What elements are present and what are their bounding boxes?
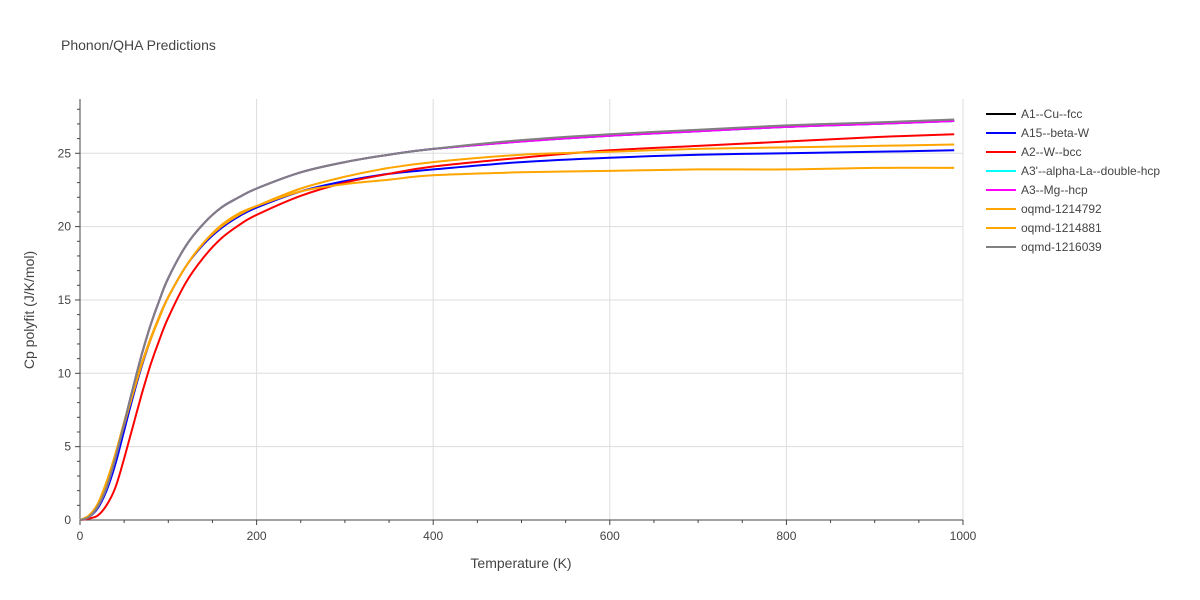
chart-title: Phonon/QHA Predictions [61, 37, 216, 53]
y-tick-label: 20 [58, 220, 72, 234]
x-tick-label: 0 [77, 529, 84, 543]
y-tick-label: 0 [64, 513, 71, 527]
legend-item[interactable]: oqmd-1216039 [986, 240, 1102, 254]
legend-label: oqmd-1214792 [1021, 202, 1102, 216]
series-line-oqmd-1214881 [79, 166, 955, 521]
legend-item[interactable]: oqmd-1214881 [986, 221, 1102, 235]
x-tick-label: 1000 [950, 529, 977, 543]
x-tick-label: 200 [247, 529, 267, 543]
series-line-A3--Mg--hcp [79, 120, 955, 521]
legend-label: oqmd-1214881 [1021, 221, 1102, 235]
series-line-A1--Cu--fcc [79, 120, 955, 521]
legend-label: A2--W--bcc [1021, 145, 1081, 159]
y-tick-label: 15 [58, 293, 72, 307]
axes [75, 99, 964, 525]
legend-label: A3'--alpha-La--double-hcp [1021, 164, 1160, 178]
series-line-A3'--alpha-La--double-hcp [79, 120, 955, 521]
series-line-oqmd-1214792 [79, 143, 955, 521]
x-axis-title: Temperature (K) [470, 555, 571, 571]
legend-label: A1--Cu--fcc [1021, 107, 1082, 121]
series-line-oqmd-1216039 [79, 118, 955, 521]
legend-item[interactable]: A15--beta-W [986, 126, 1090, 140]
legend-item[interactable]: A3--Mg--hcp [986, 183, 1088, 197]
legend-label: A15--beta-W [1021, 126, 1090, 140]
legend-item[interactable]: A1--Cu--fcc [986, 107, 1082, 121]
legend: A1--Cu--fcc A15--beta-W A2--W--bcc A3'--alp… [986, 107, 1160, 254]
y-tick-label: 25 [58, 146, 72, 160]
x-tick-label: 800 [776, 529, 796, 543]
y-tick-label: 10 [58, 366, 72, 380]
legend-label: A3--Mg--hcp [1021, 183, 1088, 197]
legend-item[interactable]: A3'--alpha-La--double-hcp [986, 164, 1160, 178]
y-tick-label: 5 [64, 440, 71, 454]
legend-item[interactable]: oqmd-1214792 [986, 202, 1102, 216]
x-tick-label: 600 [600, 529, 620, 543]
legend-label: oqmd-1216039 [1021, 240, 1102, 254]
series-line-A15--beta-W [79, 149, 955, 521]
legend-item[interactable]: A2--W--bcc [986, 145, 1081, 159]
plot-area [79, 118, 955, 521]
series-line-A2--W--bcc [79, 133, 955, 521]
tick-labels: 0 200 400 600 800 1000 0 5 10 15 20 25 [58, 146, 977, 543]
x-tick-label: 400 [423, 529, 443, 543]
y-axis-title: Cp polyfit (J/K/mol) [21, 251, 37, 369]
